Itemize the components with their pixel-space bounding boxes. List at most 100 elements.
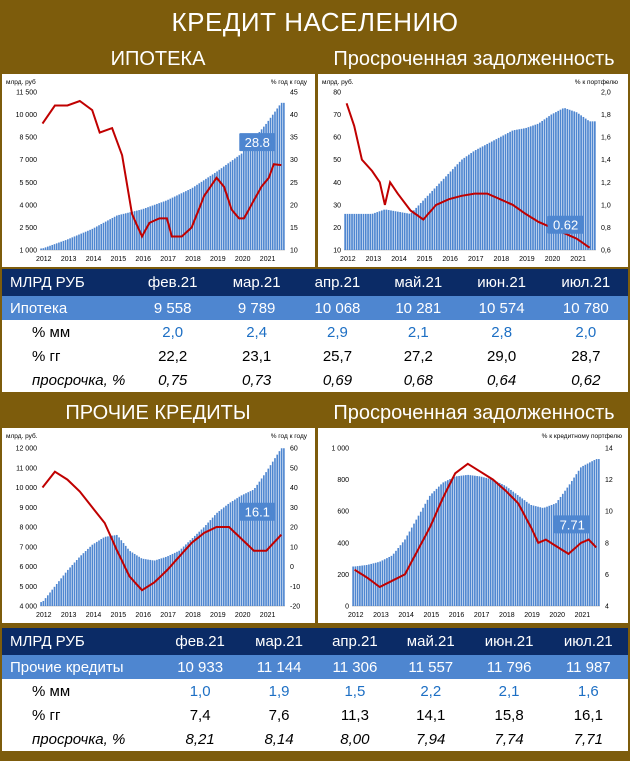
row-label: просрочка, % (2, 368, 130, 392)
bar (496, 481, 499, 606)
bar (591, 461, 593, 606)
left-tick-label: 40 (333, 180, 341, 187)
x-tick-label: 2019 (210, 612, 226, 619)
left-tick-label: 9 000 (19, 505, 37, 512)
right-tick-label: 30 (290, 157, 298, 164)
bar (364, 213, 367, 250)
right-tick-label: 40 (290, 112, 298, 119)
bar (269, 117, 272, 250)
bar (369, 213, 372, 250)
bar (346, 213, 349, 250)
table-cell: 14,1 (391, 703, 470, 727)
right-unit-label: % год к году (271, 79, 308, 86)
table-cell: 0,69 (297, 368, 378, 392)
bar (385, 209, 388, 250)
bar (587, 120, 589, 250)
bar (162, 557, 165, 606)
bar (220, 168, 223, 250)
bar (386, 558, 388, 606)
table-cell: 1,5 (317, 679, 392, 703)
bar (180, 548, 183, 606)
left-tick-label: 2 500 (19, 225, 37, 232)
x-tick-label: 2021 (260, 256, 276, 263)
bar (550, 504, 553, 606)
bar (586, 463, 589, 606)
bar (534, 506, 537, 606)
right-tick-label: 1,8 (601, 112, 611, 119)
bar (396, 211, 399, 250)
right-tick-label: 0,6 (601, 248, 611, 255)
bar (236, 156, 238, 250)
bar (573, 111, 576, 250)
bar (176, 195, 178, 250)
bar (406, 213, 408, 250)
bar (451, 169, 454, 250)
row-label: просрочка, % (2, 727, 160, 751)
bar (185, 191, 187, 250)
bar (278, 451, 281, 606)
table-cell: 2,8 (459, 320, 544, 344)
left-tick-label: 8 000 (19, 525, 37, 532)
bar (363, 565, 366, 606)
bar (428, 495, 431, 606)
left-tick-label: 4 000 (19, 202, 37, 209)
bar (591, 121, 594, 250)
left-tick-label: 8 500 (19, 135, 37, 142)
bar (571, 110, 573, 250)
x-tick-label: 2016 (135, 612, 151, 619)
bar (495, 139, 498, 250)
annotation-label: 7.71 (560, 517, 585, 532)
bar (413, 210, 415, 250)
bar (399, 212, 401, 250)
header-cell: мар.21 (215, 269, 298, 296)
bar (528, 503, 530, 606)
bar (111, 535, 114, 606)
right-tick-label: 20 (290, 525, 298, 532)
bar (500, 136, 502, 250)
table-cell: 10 780 (543, 296, 628, 320)
bar (559, 496, 562, 606)
bar (78, 234, 80, 250)
bar (454, 166, 456, 250)
bar (55, 583, 58, 606)
right-tick-label: 45 (290, 90, 298, 97)
bar (449, 171, 452, 250)
bar (229, 502, 232, 606)
bar (573, 477, 575, 606)
bar (488, 142, 491, 250)
bar (577, 113, 580, 250)
bar (387, 210, 390, 250)
bar (568, 484, 571, 606)
bar (462, 475, 465, 606)
bar (532, 505, 535, 606)
x-tick-label: 2018 (185, 612, 201, 619)
bar (486, 143, 489, 250)
bar (160, 202, 163, 250)
table-cell: 29,0 (459, 344, 544, 368)
bar (370, 563, 372, 606)
bar (171, 197, 174, 250)
bar (383, 209, 385, 250)
bar (435, 488, 438, 606)
bar (91, 544, 94, 606)
bar (124, 213, 127, 250)
mortgage-chart-svg: млрд. руб % год к году 11 500 10 000 8 500 7 … (6, 78, 308, 263)
bar (575, 112, 578, 250)
bar (519, 496, 521, 606)
bar (435, 186, 438, 250)
bar (133, 211, 136, 250)
bar (120, 214, 123, 250)
right-tick-label: 0 (290, 564, 294, 571)
bar (504, 134, 507, 250)
bar (113, 216, 116, 250)
bar (265, 123, 267, 250)
table-cell: 11 557 (391, 655, 470, 679)
bar (431, 190, 434, 250)
bar (91, 228, 94, 250)
bar (227, 163, 230, 250)
bar (113, 535, 116, 606)
bar (151, 205, 154, 250)
left-tick-label: 10 000 (16, 112, 38, 119)
header-cell: май.21 (391, 628, 470, 655)
bar (75, 560, 78, 606)
